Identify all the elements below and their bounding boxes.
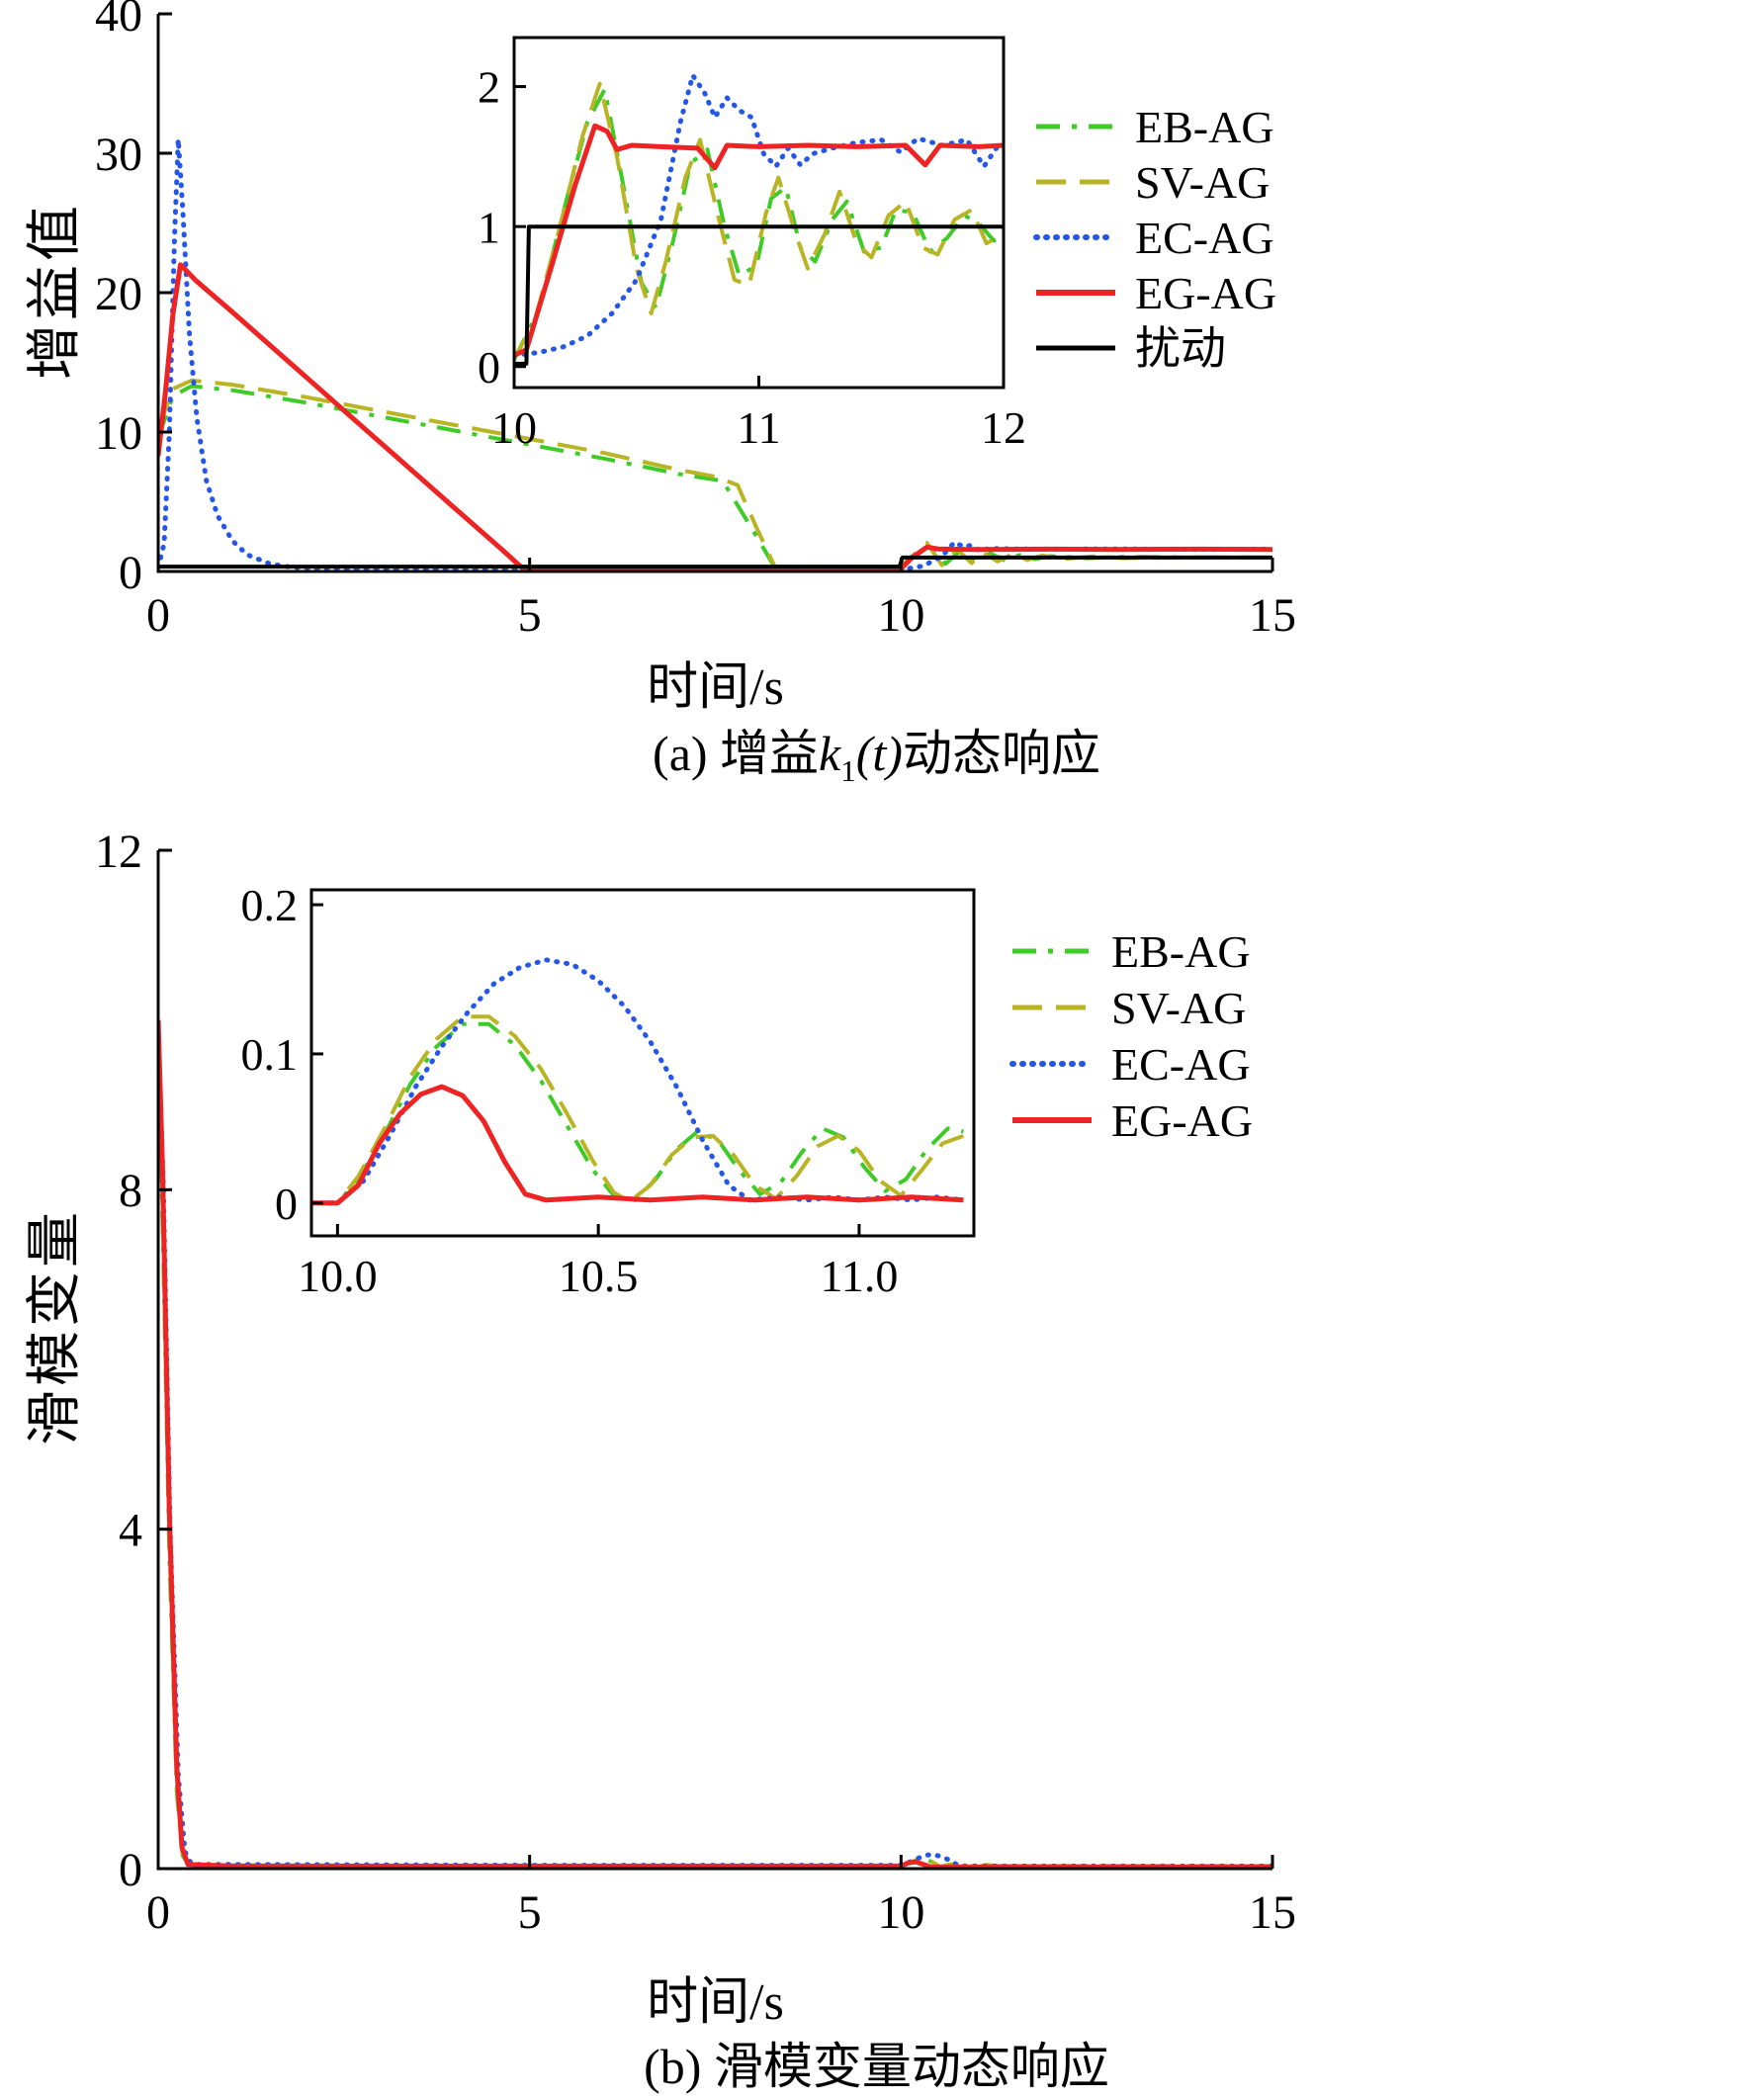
y-tick-label: 10 (95, 407, 142, 460)
x-tick-label: 10 (877, 589, 924, 642)
caption-a-var: k (819, 726, 841, 781)
y-tick-label: 0 (478, 342, 500, 393)
legend-label-EB-AG: EB-AG (1111, 926, 1251, 977)
caption-a: (a) 增益k1(t)动态响应 (0, 714, 1753, 789)
y-axis-label-b: 滑模变量 (25, 1208, 86, 1445)
caption-a-sub: 1 (840, 753, 856, 788)
x-tick-label: 5 (518, 1886, 542, 1939)
series-扰动 (158, 555, 1272, 569)
series-EC-AG (158, 1030, 1272, 1869)
series-EB-AG (514, 87, 1004, 361)
x-tick-label: 15 (1249, 589, 1296, 642)
x-axis-label-a: 时间/s (647, 659, 784, 716)
y-tick-label: 12 (95, 826, 142, 878)
y-tick-label: 1 (478, 202, 500, 252)
legend-label-SV-AG: SV-AG (1111, 983, 1246, 1033)
x-axis-label-b: 时间/s (647, 1974, 784, 2031)
caption-a-post: 动态响应 (902, 726, 1100, 781)
y-tick-label: 0.2 (241, 880, 299, 930)
x-tick-label: 15 (1249, 1886, 1296, 1939)
series-EB-AG (311, 1021, 964, 1205)
plot-series-group (514, 72, 1004, 366)
caption-a-paren: (t) (855, 726, 903, 781)
caption-b-text: (b) 滑模变量动态响应 (644, 2039, 1109, 2094)
legend-label-EC-AG: EC-AG (1111, 1039, 1251, 1090)
legend-label-扰动: 扰动 (1135, 323, 1226, 374)
legend-label-EC-AG: EC-AG (1135, 213, 1274, 263)
series-EC-AG (311, 957, 966, 1206)
x-tick-label: 10 (491, 402, 537, 453)
y-tick-label: 30 (95, 129, 142, 181)
x-tick-label: 11.0 (821, 1251, 899, 1301)
x-tick-label: 10 (877, 1886, 924, 1939)
series-EC-AG (514, 72, 1004, 358)
x-tick-label: 12 (981, 402, 1026, 453)
series-EG-AG (311, 1084, 964, 1206)
y-tick-label: 8 (119, 1165, 142, 1217)
y-tick-label: 0 (119, 1844, 142, 1896)
series-SV-AG (311, 1014, 965, 1205)
subplot-a: 0 5 10 15 0 10 20 30 40 10 11 12 0 1 2 EB-AG SV-AG EC-AG E… (0, 0, 1753, 791)
y-tick-label: 2 (478, 62, 500, 113)
x-tick-label: 10.5 (559, 1251, 639, 1301)
sliding-chart-svg: 0 5 10 15 0 4 8 12 10.0 10.5 11.0 0 0.1 0.2 EB-AG SV-AG… (95, 826, 1296, 1939)
y-axis-label-a: 增益值 (25, 202, 86, 380)
y-tick-label: 0 (275, 1179, 298, 1229)
y-tick-label: 0 (119, 547, 142, 599)
y-tick-label: 0.1 (241, 1029, 299, 1080)
legend-label-EG-AG: EG-AG (1135, 268, 1276, 318)
x-tick-label: 11 (737, 402, 780, 453)
legend-label-EB-AG: EB-AG (1135, 102, 1274, 152)
y-tick-label: 4 (119, 1504, 142, 1556)
x-tick-label: 10.0 (298, 1251, 378, 1301)
legend-label-EG-AG: EG-AG (1111, 1095, 1253, 1146)
inset-background (311, 890, 974, 1236)
legend-label-SV-AG: SV-AG (1135, 157, 1270, 208)
x-tick-label: 0 (146, 589, 170, 642)
series-扰动 (514, 224, 1004, 366)
x-tick-label: 5 (518, 589, 542, 642)
series-EB-AG (158, 384, 1272, 569)
caption-b: (b) 滑模变量动态响应 (0, 2027, 1753, 2098)
caption-a-pre: (a) 增益 (653, 726, 820, 781)
plot-border (309, 888, 976, 1238)
subplot-b: 0 5 10 15 0 4 8 12 10.0 10.5 11.0 0 0.1 0.2 EB-AG SV-AG… (0, 791, 1753, 2100)
y-tick-label: 20 (95, 268, 142, 320)
series-SV-AG (158, 378, 1272, 569)
x-tick-label: 0 (146, 1886, 170, 1939)
plot-series-group (311, 957, 966, 1206)
series-EG-AG (514, 123, 1004, 358)
y-tick-label: 40 (95, 0, 142, 42)
